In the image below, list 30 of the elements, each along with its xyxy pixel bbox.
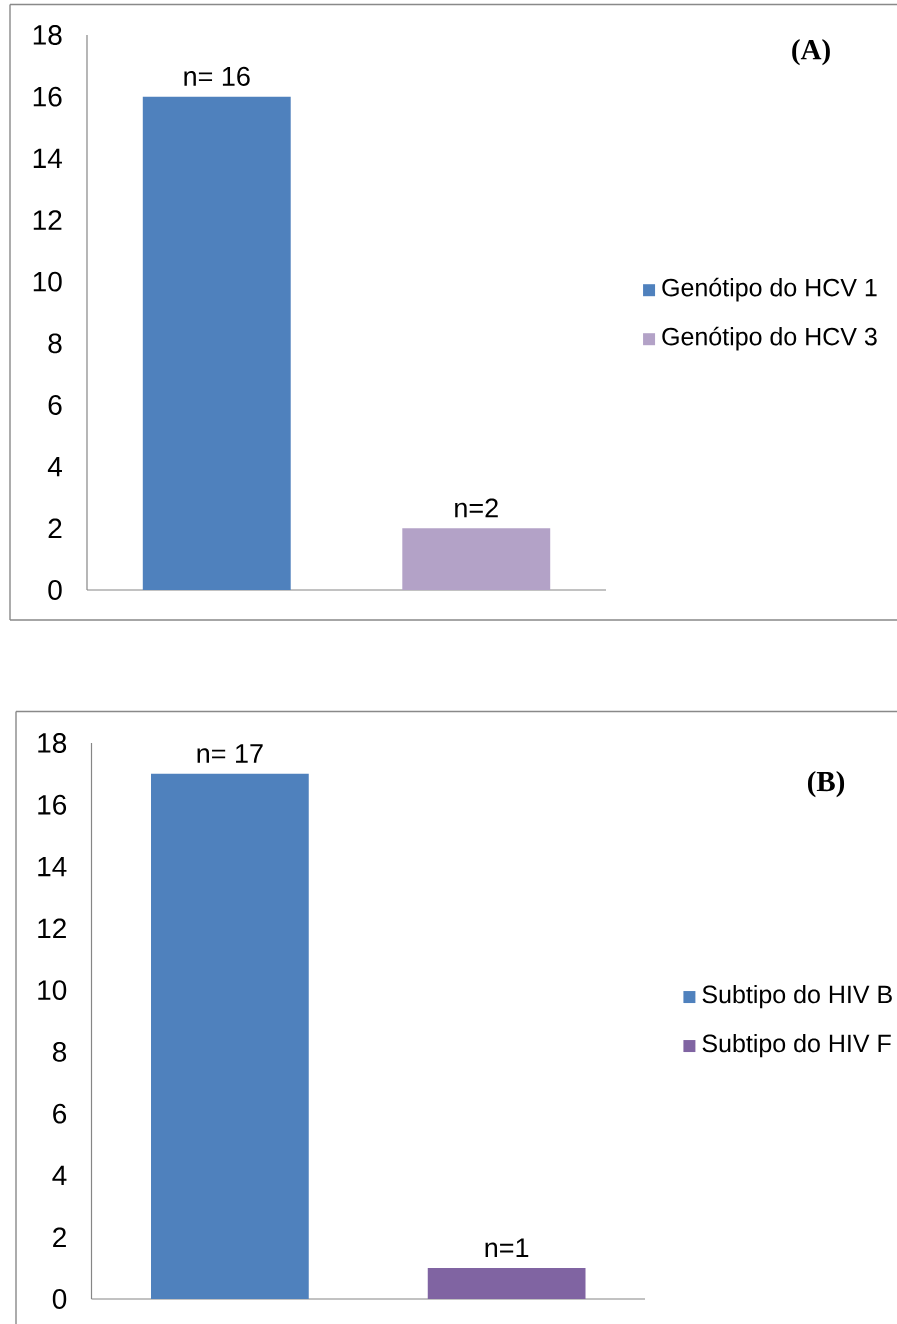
y-tick-label: 16 bbox=[38, 794, 67, 815]
y-tick-label: 6 bbox=[48, 395, 62, 415]
y-tick-label: 10 bbox=[38, 980, 67, 1001]
legend-label: Subtipo do HIV B bbox=[702, 984, 892, 1009]
y-tick-label: 6 bbox=[53, 1103, 67, 1124]
data-label: n=1 bbox=[485, 1238, 529, 1258]
data-label: n= 16 bbox=[184, 66, 250, 86]
y-tick-label: 12 bbox=[33, 210, 62, 230]
y-tick-label: 14 bbox=[33, 148, 62, 168]
data-label: n= 17 bbox=[197, 744, 263, 763]
y-tick-label: 18 bbox=[38, 733, 67, 753]
y-tick-label: 12 bbox=[38, 918, 66, 939]
legend-label: Genótipo do HCV 1 bbox=[662, 277, 877, 302]
text: (A) bbox=[792, 39, 830, 66]
y-tick-label: 4 bbox=[52, 1165, 67, 1186]
legend-label: Subtipo do HIV F bbox=[702, 1033, 891, 1058]
y-tick-label: 2 bbox=[48, 518, 62, 539]
y-tick-label: 16 bbox=[33, 86, 62, 107]
y-tick-label: 0 bbox=[48, 580, 62, 600]
y-tick-label: 2 bbox=[53, 1227, 66, 1247]
y-tick-label: 4 bbox=[47, 457, 62, 477]
text: (B) bbox=[807, 770, 845, 798]
y-tick-label: 8 bbox=[52, 1041, 67, 1062]
legend-label: Genótipo do HCV 3 bbox=[662, 326, 877, 351]
y-tick-label: 18 bbox=[33, 25, 62, 45]
y-tick-label: 14 bbox=[38, 856, 67, 877]
y-tick-label: 8 bbox=[48, 333, 62, 354]
data-label: n=2 bbox=[455, 498, 498, 518]
y-tick-label: 10 bbox=[33, 271, 62, 292]
y-tick-label: 0 bbox=[52, 1289, 67, 1309]
